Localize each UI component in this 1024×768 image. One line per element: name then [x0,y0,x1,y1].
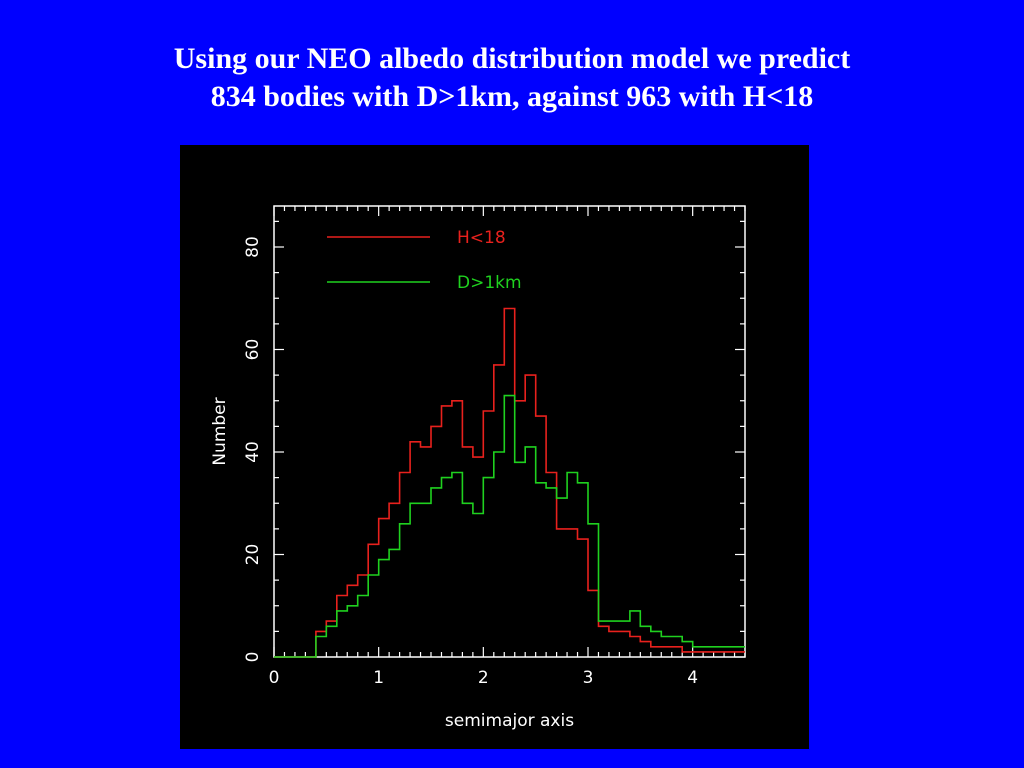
y-tick-label: 40 [243,441,263,463]
legend-label: D>1km [457,273,522,293]
x-tick-label: 0 [269,668,280,688]
y-tick-label: 60 [243,339,263,361]
series-line-d-greater-1km [274,394,745,658]
slide-title-line-2: 834 bodies with D>1km, against 963 with … [210,80,814,113]
plot-frame [273,205,746,658]
x-axis-label: semimajor axis [445,711,574,731]
x-tick-label: 1 [373,668,384,688]
x-tick-label: 2 [478,668,489,688]
legend-label: H<18 [457,228,506,248]
y-tick-label: 20 [243,544,263,566]
y-tick-label: 80 [243,236,263,258]
x-tick-label: 4 [687,668,698,688]
slide-title-line-1: Using our NEO albedo distribution model … [173,42,851,75]
histogram-panel: 0 1 2 3 4 0 20 40 60 80 semimajor axis Number H<18 D>… [180,145,809,749]
y-tick-label: 0 [243,652,263,663]
x-tick-label: 3 [583,668,594,688]
y-axis-label: Number [210,397,230,465]
series-line-h-less-18 [274,307,745,658]
slide-title: Using our NEO albedo distribution model … [0,40,1024,116]
